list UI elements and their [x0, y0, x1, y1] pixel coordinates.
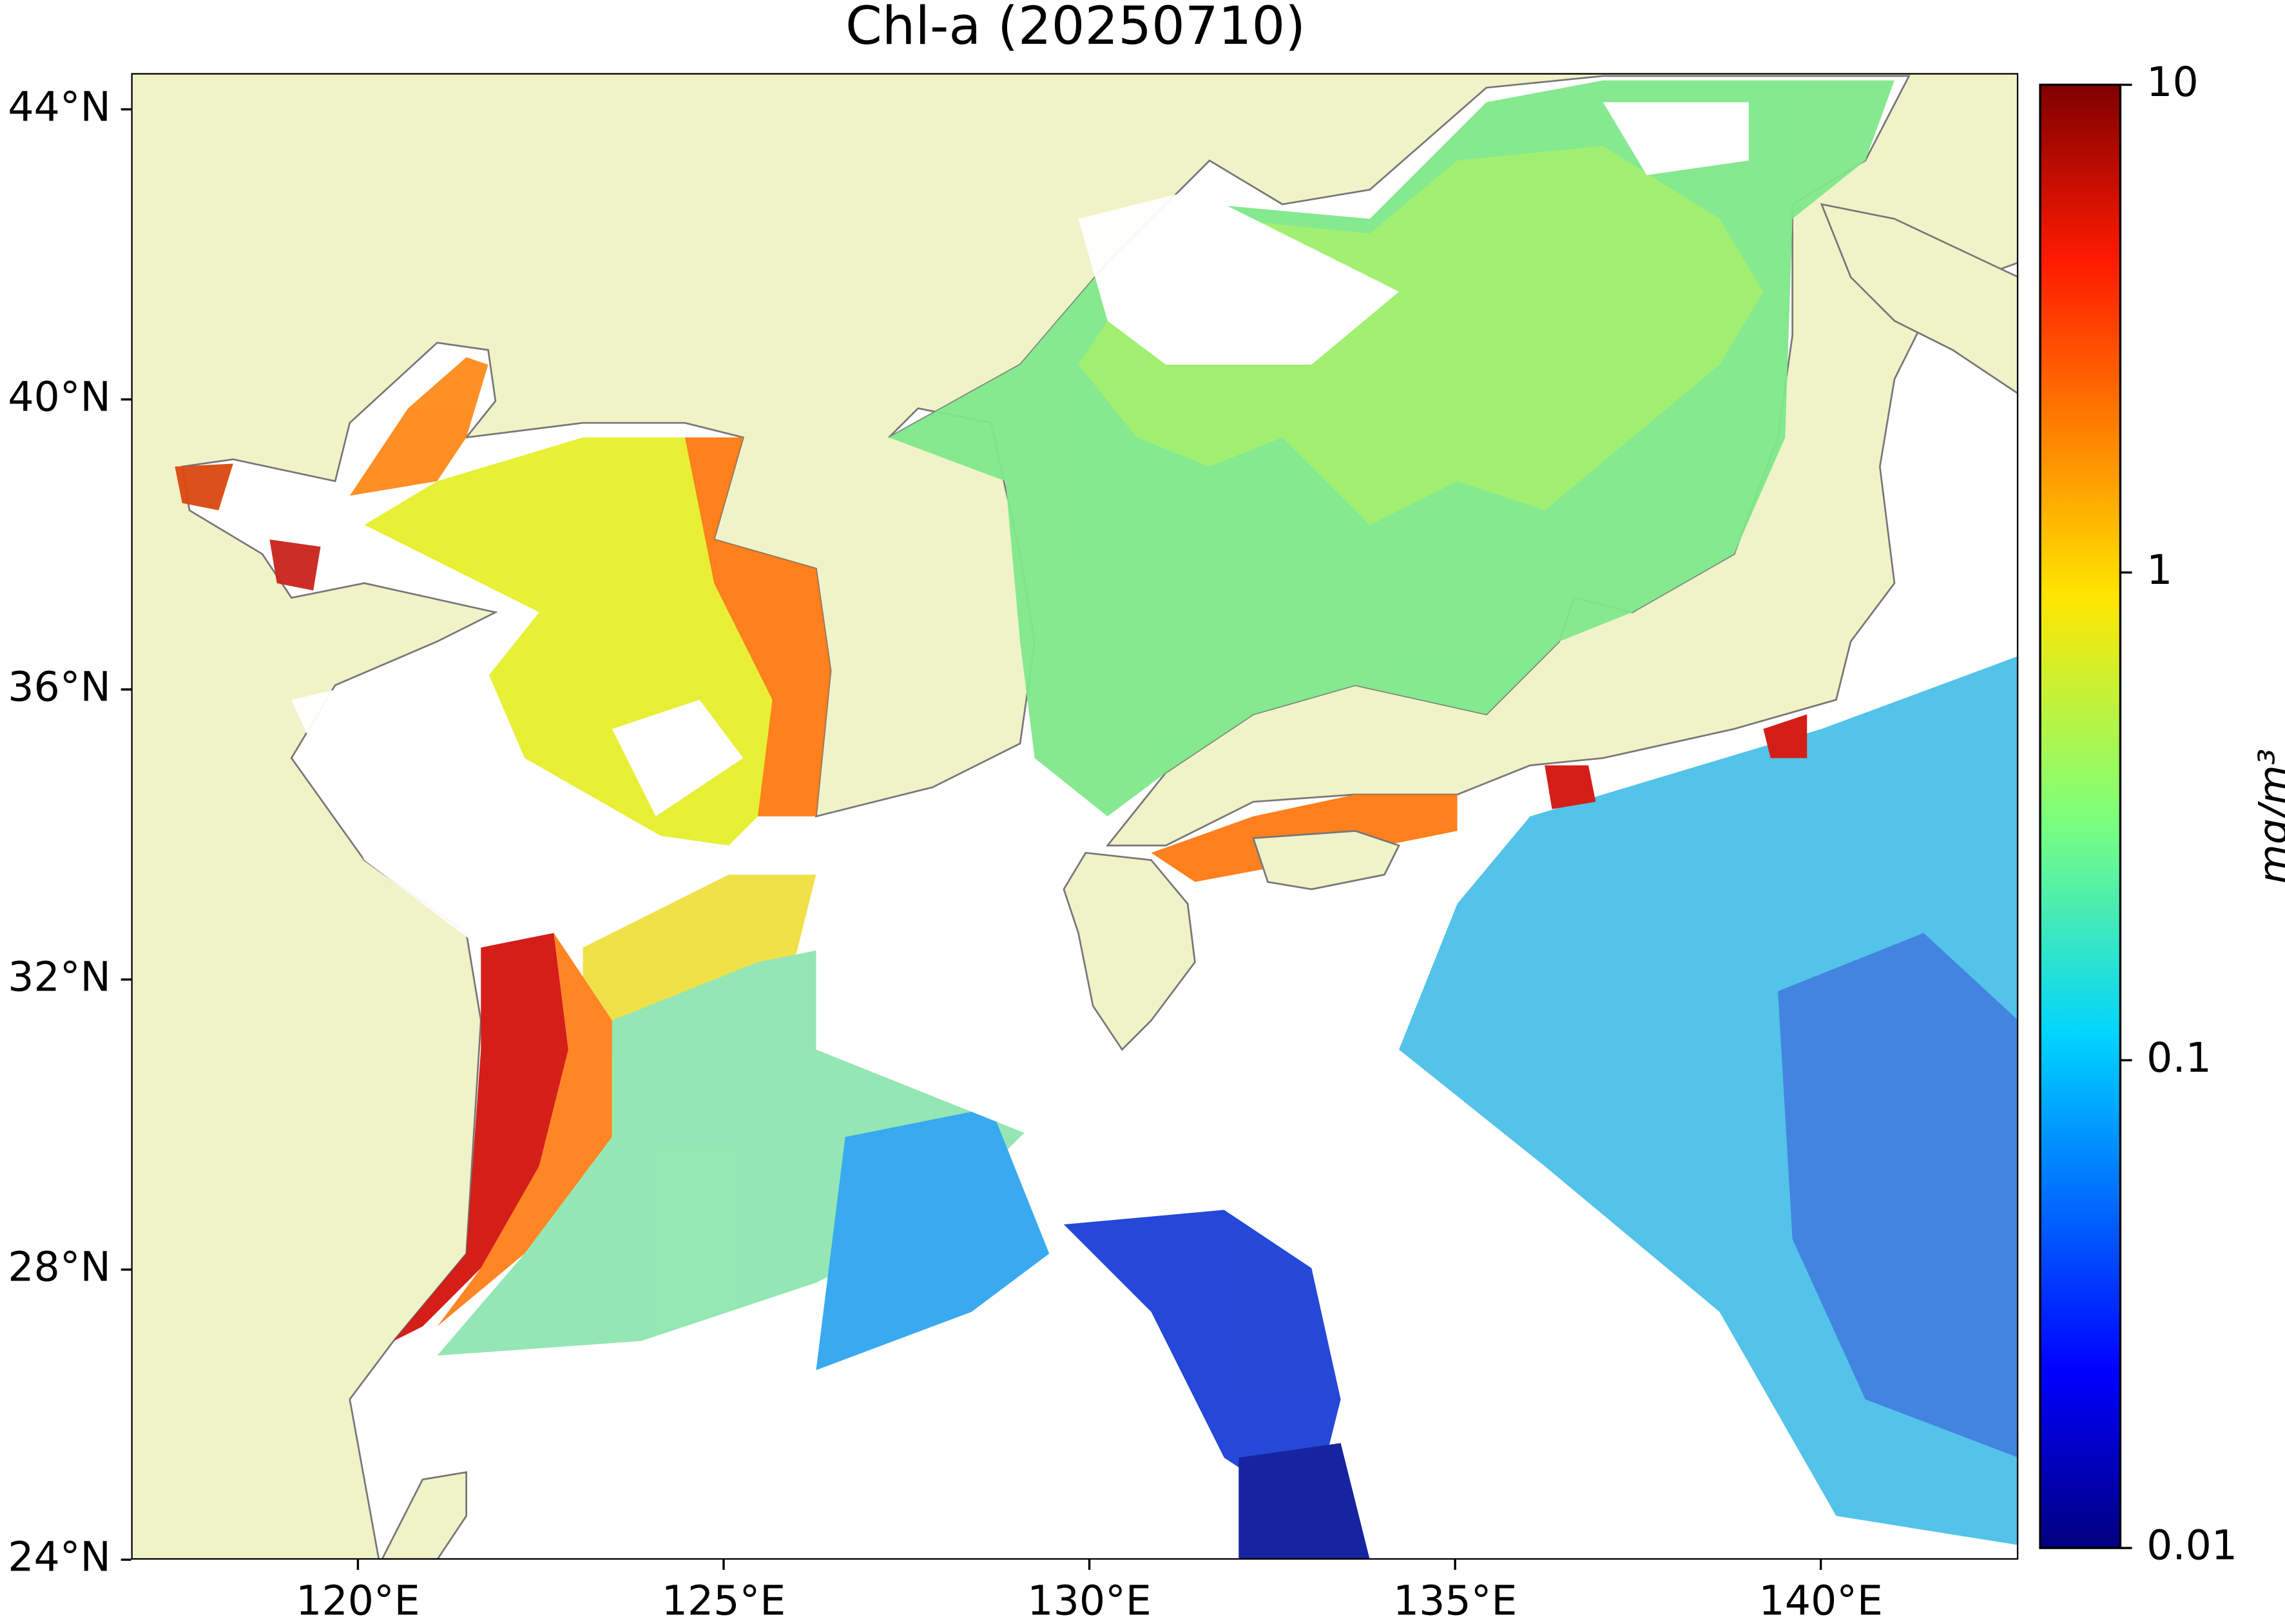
cloud: [816, 1282, 1224, 1560]
open-ocean: [816, 1108, 1050, 1371]
map-title: Chl-a (20250710): [845, 0, 1306, 57]
x-tick-label: 140°E: [1759, 1577, 1883, 1624]
bohai: [349, 357, 488, 496]
tokyo-bay: [1763, 714, 1808, 759]
colorbar-label: mg/m³: [2250, 749, 2285, 884]
pacific-low: [1778, 933, 2019, 1458]
chlorophyll-field: [175, 80, 2019, 1560]
axes: 120°E 125°E 130°E 135°E 140°E 24°N 28°N 32°N 36°…: [8, 58, 2237, 1624]
low-chl: [1063, 1210, 1341, 1516]
bohai: [269, 539, 321, 591]
y-tick-label: 32°N: [8, 953, 111, 1001]
cloud: [291, 656, 773, 948]
colorbar-tick-label: 0.1: [2146, 1034, 2212, 1081]
low-chl: [1239, 1443, 1370, 1560]
x-tick-label: 135°E: [1393, 1577, 1518, 1624]
y-tick-label: 24°N: [8, 1533, 111, 1581]
korea-west-coast: [684, 437, 831, 817]
colorbar-tick-label: 0.01: [2146, 1522, 2237, 1569]
x-tick-label: 120°E: [296, 1577, 420, 1624]
colorbar: [2039, 83, 2122, 1549]
ise-bay: [1545, 765, 1596, 809]
cloud: [612, 699, 744, 817]
kyushu: [1063, 851, 1196, 1051]
y-tick-label: 40°N: [8, 372, 111, 420]
x-tick-label: 130°E: [1027, 1577, 1152, 1624]
colorbar-tick-label: 1: [2146, 546, 2172, 594]
y-tick-label: 36°N: [8, 662, 111, 710]
y-tick-label: 44°N: [8, 82, 111, 130]
cloud: [1078, 189, 1400, 365]
shikoku: [1252, 830, 1400, 891]
colorbar-tick-label: 10: [2146, 58, 2199, 106]
y-tick-label: 28°N: [8, 1243, 111, 1291]
taiwan: [380, 1471, 468, 1560]
map-area: [131, 73, 2019, 1560]
changjiang-plume: [393, 933, 568, 1341]
bohai: [175, 463, 233, 510]
hokkaido: [1820, 203, 2019, 395]
x-tick-label: 125°E: [662, 1577, 786, 1624]
cloud: [1603, 102, 1749, 175]
coastal-bloom: [437, 933, 612, 1327]
